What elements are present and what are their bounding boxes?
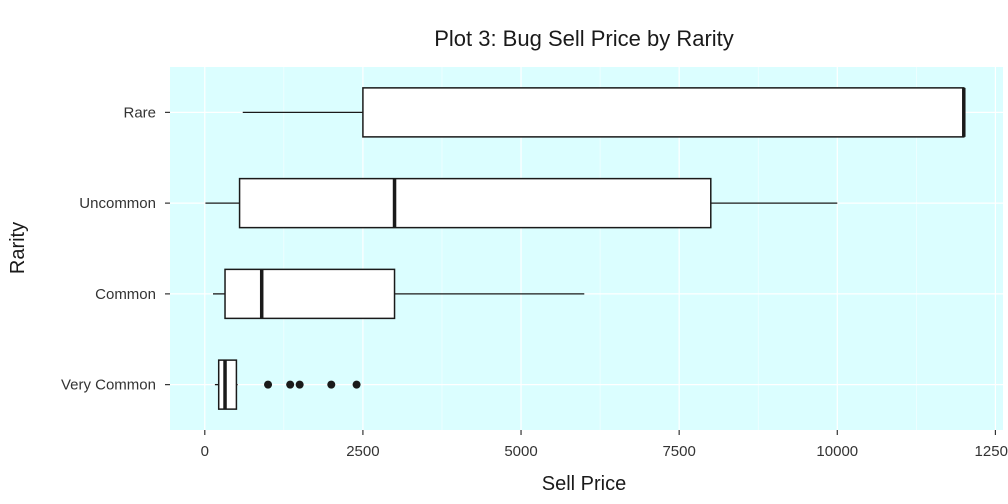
- y-tick-label: Uncommon: [79, 195, 156, 212]
- outlier-point: [286, 380, 295, 389]
- y-tick-label: Common: [95, 286, 156, 303]
- outlier-point: [295, 380, 304, 389]
- x-tick-label: 5000: [504, 443, 537, 460]
- y-tick-label: Very Common: [61, 377, 156, 394]
- iqr-box: [238, 177, 712, 229]
- x-tick-label: 10000: [816, 443, 858, 460]
- x-tick-label: 7500: [662, 443, 695, 460]
- y-axis-title: Rarity: [7, 222, 29, 274]
- outlier-point: [352, 380, 361, 389]
- boxplots: [205, 87, 966, 410]
- boxplot-rare: [242, 87, 966, 138]
- iqr-box: [217, 359, 238, 410]
- boxplot-common: [213, 268, 585, 320]
- x-tick-label: 12500: [975, 443, 1008, 460]
- x-axis-title: Sell Price: [542, 473, 626, 495]
- boxplot-very-common: [214, 359, 361, 410]
- x-tick-label: 0: [201, 443, 209, 460]
- iqr-box: [224, 268, 396, 320]
- boxplot-uncommon: [205, 177, 838, 229]
- x-tick-label: 2500: [346, 443, 379, 460]
- iqr-box: [362, 87, 965, 138]
- outlier-point: [264, 380, 273, 389]
- axes: 0 2500 5000 7500 10000 12500 Very Common Common…: [61, 104, 1008, 460]
- outlier-point: [327, 380, 336, 389]
- chart-title: Plot 3: Bug Sell Price by Rarity: [434, 26, 734, 51]
- y-tick-label: Rare: [123, 104, 156, 121]
